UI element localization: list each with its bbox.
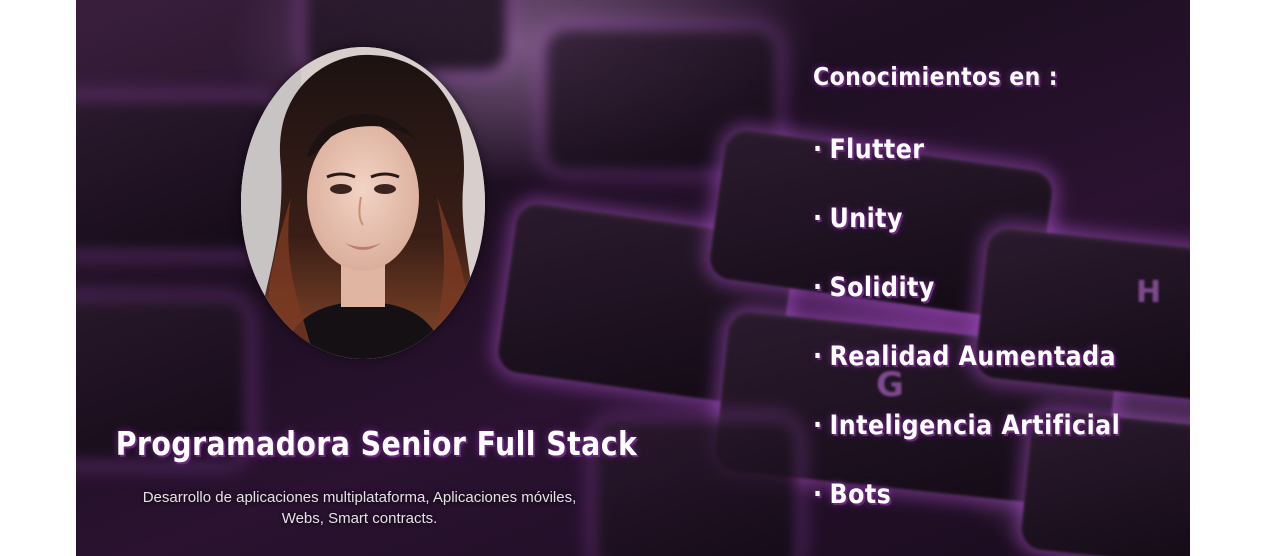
bullet-icon: · xyxy=(813,410,823,441)
keyboard-key xyxy=(76,300,246,460)
skill-label: Bots xyxy=(829,479,892,510)
skills-list: · Flutter · Unity · Solidity · Realidad Aume… xyxy=(813,130,1162,544)
bullet-icon: · xyxy=(813,203,823,234)
bullet-icon: · xyxy=(813,134,823,165)
role-description: Desarrollo de aplicaciones multiplatafor… xyxy=(76,487,643,529)
role-description-line: Webs, Smart contracts. xyxy=(281,510,438,527)
skill-item: · Flutter xyxy=(813,130,1120,199)
key-letter-g: G xyxy=(876,365,904,405)
role-title: Programadora Senior Full Stack xyxy=(115,424,638,463)
skill-item: · Bots xyxy=(813,475,1120,544)
skills-title: Conocimientos en : xyxy=(813,62,1059,91)
skill-item: · Unity xyxy=(813,199,1120,268)
role-description-line: Desarrollo de aplicaciones multiplatafor… xyxy=(142,489,577,506)
profile-photo xyxy=(241,47,485,359)
skill-item: · Realidad Aumentada xyxy=(813,337,1120,406)
bullet-icon: · xyxy=(813,479,823,510)
skill-label: Realidad Aumentada xyxy=(829,341,1117,372)
skill-item: · Inteligencia Artificial xyxy=(813,406,1120,475)
skill-label: Solidity xyxy=(829,272,935,303)
key-letter-h: H xyxy=(1136,275,1162,310)
keyboard-key xyxy=(596,420,796,556)
profile-banner: G H xyxy=(76,0,1190,556)
skill-label: Unity xyxy=(829,203,903,234)
skill-label: Inteligencia Artificial xyxy=(829,410,1121,441)
bullet-icon: · xyxy=(813,272,823,303)
skill-label: Flutter xyxy=(829,134,925,165)
bullet-icon: · xyxy=(813,341,823,372)
skill-item: · Solidity xyxy=(813,268,1120,337)
portrait-illustration xyxy=(241,47,485,359)
